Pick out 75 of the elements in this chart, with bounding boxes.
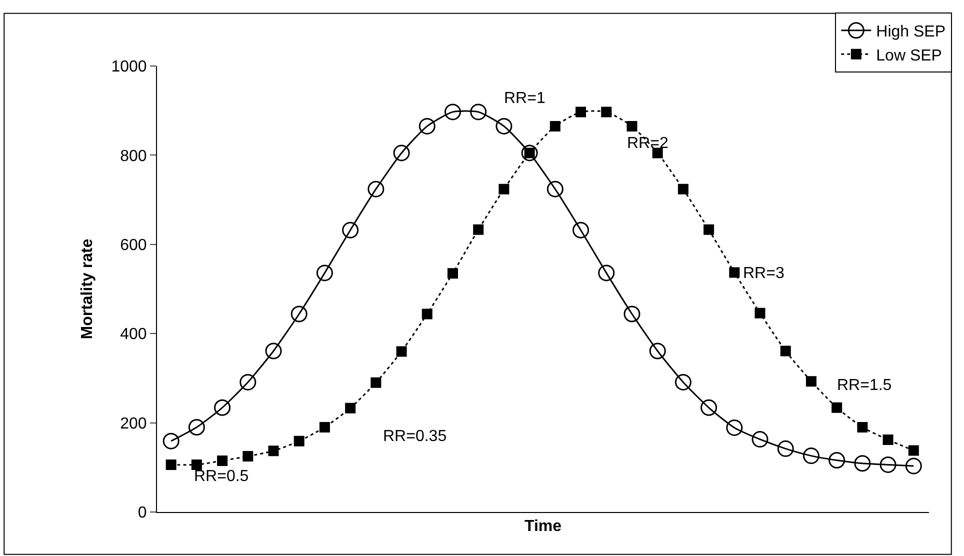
point: [854, 455, 871, 472]
point: [214, 399, 231, 416]
point: [447, 268, 458, 279]
y-tick-label: 400: [120, 326, 147, 344]
point: [729, 267, 740, 278]
point: [704, 224, 714, 235]
annotation: RR=0.5: [194, 468, 249, 485]
point: [754, 308, 766, 318]
x-axis-title: Time: [524, 518, 562, 535]
point: [576, 106, 586, 118]
point: [546, 180, 564, 198]
point: [550, 120, 560, 132]
point: [162, 432, 180, 450]
point: [242, 451, 254, 462]
point: [319, 422, 330, 433]
legend-label: Low SEP: [876, 47, 942, 64]
annotation: RR=3: [743, 265, 784, 282]
point: [268, 446, 279, 456]
point: [290, 306, 308, 322]
point: [166, 459, 176, 470]
point: [342, 222, 359, 238]
annotation: RR=1.5: [837, 377, 892, 394]
point: [652, 148, 663, 158]
point: [393, 144, 410, 162]
point: [832, 402, 842, 413]
point: [777, 440, 794, 457]
point: [828, 452, 846, 469]
point: [674, 374, 692, 390]
point: [626, 120, 638, 132]
y-tick-label: 800: [120, 148, 147, 165]
point: [880, 456, 896, 473]
point: [726, 419, 743, 436]
point: [470, 104, 487, 120]
point: [624, 306, 640, 322]
legend-label: High SEP: [876, 24, 946, 41]
point: [598, 264, 615, 282]
y-tick-label: 200: [120, 415, 147, 432]
point: [498, 184, 510, 194]
point: [802, 448, 820, 464]
point: [422, 308, 432, 320]
point: [370, 377, 382, 388]
annotation: RR=1: [504, 90, 546, 107]
point: [240, 374, 256, 390]
y-tick-label: 1000: [111, 58, 147, 76]
point: [345, 402, 356, 414]
point: [857, 422, 868, 433]
point: [265, 342, 282, 360]
point: [368, 180, 384, 198]
annotation: RR=0.35: [383, 428, 447, 445]
annotation: RR=2: [627, 135, 668, 152]
point: [882, 434, 894, 445]
point: [905, 458, 922, 474]
point: [444, 104, 461, 120]
point: [601, 106, 612, 118]
y-tick-label: 600: [120, 237, 147, 254]
y-tick-label: 0: [138, 504, 147, 522]
point: [188, 419, 205, 436]
point: [700, 399, 718, 416]
point: [316, 264, 333, 282]
point: [678, 184, 688, 194]
point: [418, 118, 436, 134]
point: [780, 346, 791, 356]
point: [521, 144, 538, 162]
point: [294, 436, 304, 446]
point: [572, 222, 590, 238]
point: [396, 346, 407, 357]
point: [496, 118, 512, 134]
y-axis-title: Mortality rate: [79, 238, 96, 340]
point: [908, 445, 919, 456]
point: [752, 431, 768, 448]
point: [191, 459, 202, 470]
point: [649, 342, 666, 360]
point: [217, 455, 228, 466]
point: [806, 376, 816, 387]
point: [473, 224, 484, 235]
